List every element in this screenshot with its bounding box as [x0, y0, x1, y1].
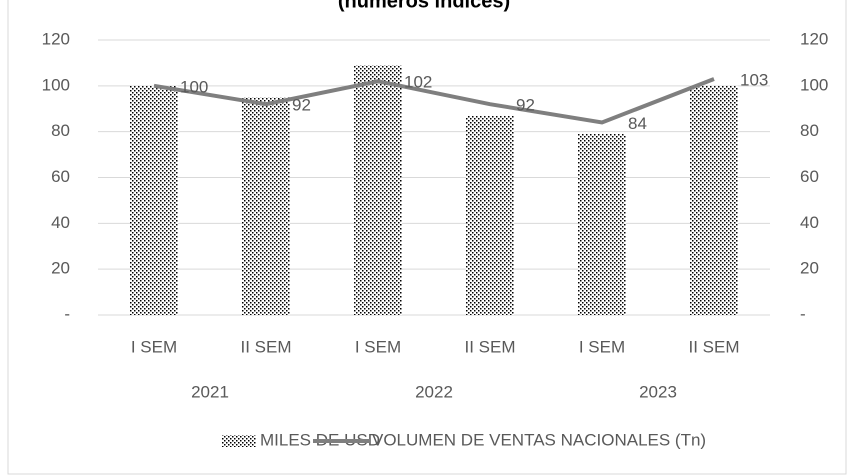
y-tick-label: 60: [51, 167, 70, 186]
x-tick-label: I SEM: [355, 337, 401, 356]
bar: [354, 65, 402, 315]
x-tick-label: II SEM: [240, 337, 291, 356]
x-tick-label: I SEM: [131, 337, 177, 356]
y2-tick-label: 120: [800, 29, 828, 48]
y-tick-label: 120: [42, 29, 70, 48]
y2-tick-label: 40: [800, 213, 819, 232]
chart-border: [7, 0, 847, 475]
y2-tick-label: 100: [800, 75, 828, 94]
data-label: 92: [516, 96, 535, 115]
bar: [242, 97, 290, 316]
data-label: 92: [292, 96, 311, 115]
legend-swatch: [222, 435, 256, 447]
y2-tick-label: 80: [800, 121, 819, 140]
x-group-label: 2022: [415, 382, 453, 401]
data-label: 84: [628, 114, 647, 133]
chart-title: (números índices): [338, 0, 510, 12]
y-tick-label: 40: [51, 213, 70, 232]
data-label: 103: [740, 70, 768, 89]
x-tick-label: I SEM: [579, 337, 625, 356]
y2-tick-label: 60: [800, 167, 819, 186]
x-group-label: 2023: [639, 382, 677, 401]
x-tick-label: II SEM: [464, 337, 515, 356]
bar: [466, 115, 514, 315]
y-tick-label: 20: [51, 259, 70, 278]
y-tick-label: 80: [51, 121, 70, 140]
bar: [690, 85, 738, 315]
legend-label: VOLUMEN DE VENTAS NACIONALES (Tn): [372, 430, 706, 449]
data-label: 100: [180, 77, 208, 96]
bar: [578, 133, 626, 315]
y2-tick-label: 20: [800, 259, 819, 278]
bar: [130, 85, 178, 315]
x-group-label: 2021: [191, 382, 229, 401]
data-label: 102: [404, 73, 432, 92]
x-tick-label: II SEM: [688, 337, 739, 356]
y-tick-label: -: [64, 304, 70, 323]
y-tick-label: 100: [42, 75, 70, 94]
line: [153, 77, 715, 125]
y2-tick-label: -: [800, 304, 806, 323]
